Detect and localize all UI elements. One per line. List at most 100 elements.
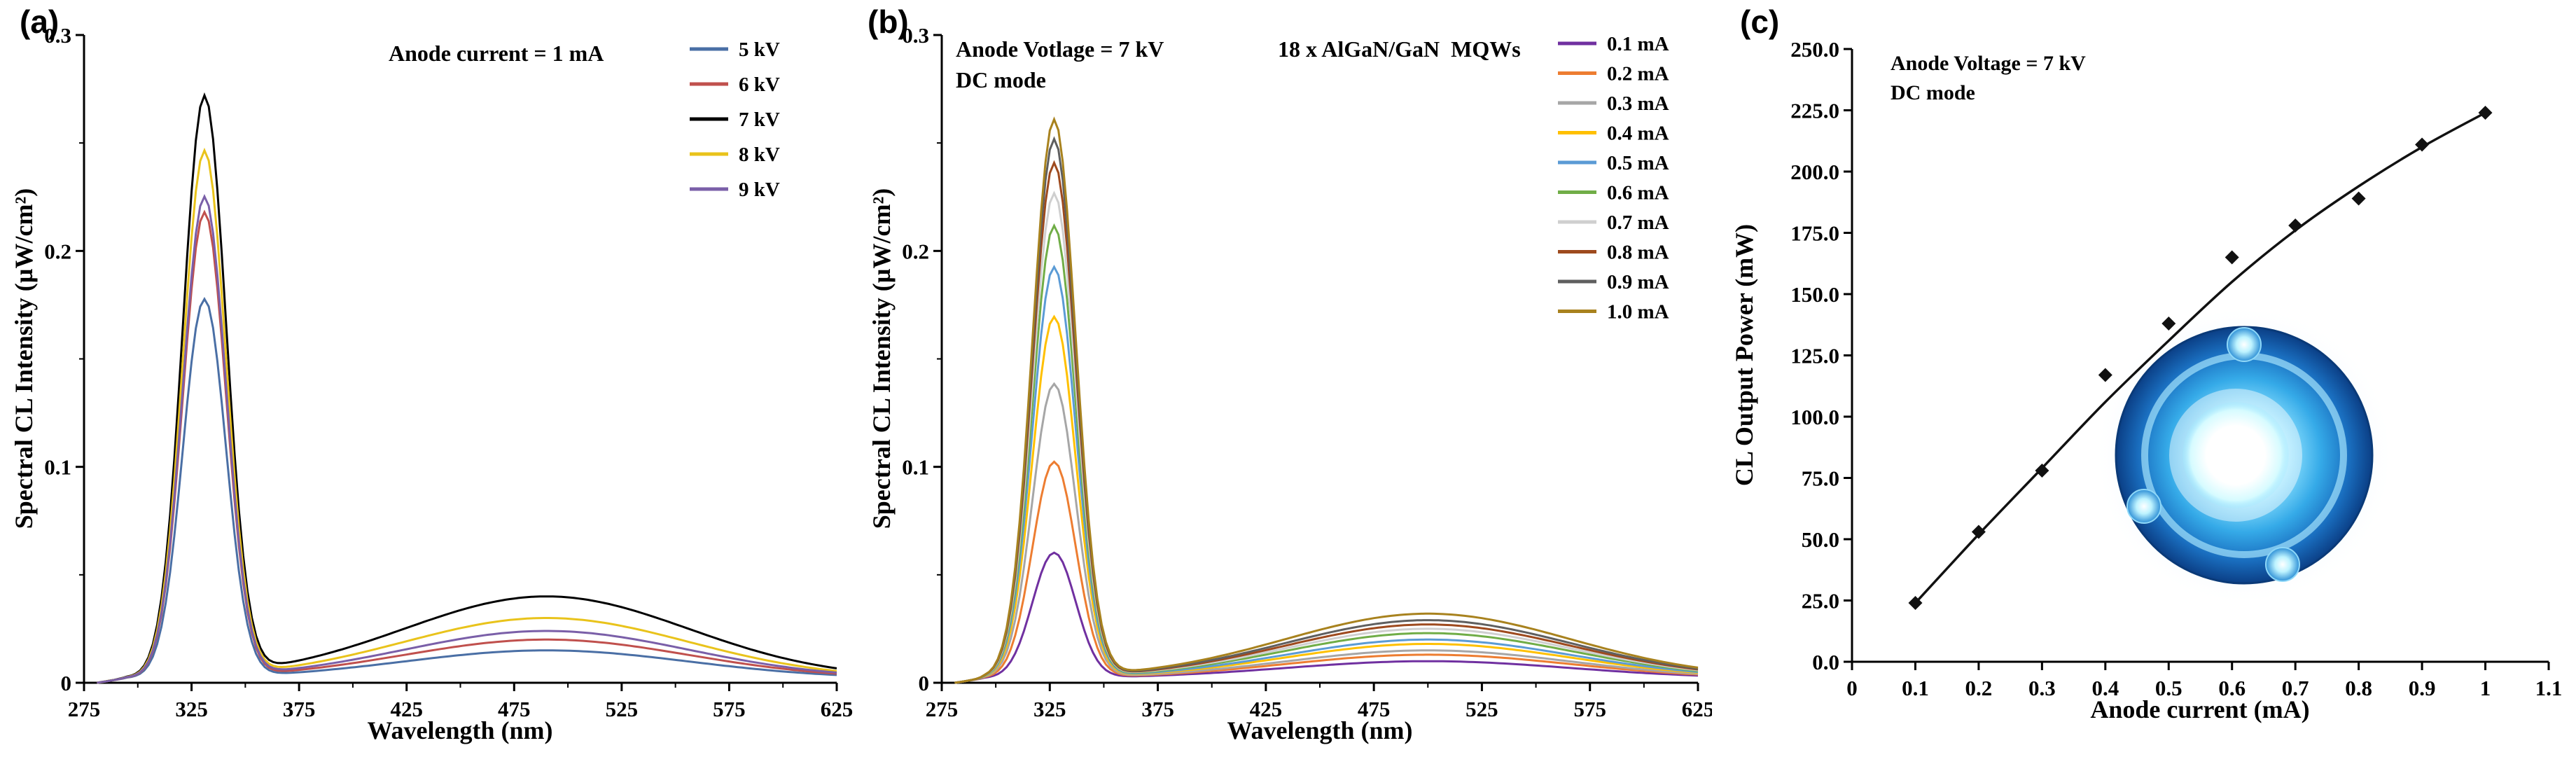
- legend-label: 0.6 mA: [1607, 182, 1669, 204]
- legend-item: 7 kV: [690, 109, 780, 131]
- panel-b: 275 325 375 425 475 525 575 625 0 0.1 0.2 0.3 0.1 mA…: [858, 0, 1712, 757]
- y-tick-label: 0.3: [902, 23, 929, 48]
- x-tick-label: 0.7: [2282, 676, 2309, 700]
- legend-label: 0.2 mA: [1607, 63, 1669, 85]
- legend-label: 0.9 mA: [1607, 271, 1669, 293]
- y-axis-title-a: Spectral CL Intensity (µW/cm²): [10, 188, 38, 529]
- data-point: [2415, 137, 2430, 152]
- series-line-1.0-mA: [954, 116, 1699, 684]
- y-tick-label: 0.2: [902, 239, 929, 263]
- device-photo-inset: [2094, 305, 2395, 606]
- series-line-9-kV: [97, 193, 837, 684]
- data-point: [2351, 191, 2366, 206]
- legend-label: 9 kV: [739, 179, 780, 201]
- legend-label: 8 kV: [739, 144, 780, 166]
- legend-item: 8 kV: [690, 144, 780, 166]
- panel-a: 275 325 375 425 475 525 575 625 0 0.1 0.2 0.3 5 kV 6 …: [0, 0, 858, 757]
- data-point: [1971, 525, 1986, 539]
- legend-item: 0.6 mA: [1558, 182, 1669, 204]
- y-tick-label: 0.0: [1812, 650, 1839, 674]
- legend-label: 6 kV: [739, 74, 780, 96]
- x-tick-label: 0.3: [2028, 676, 2056, 700]
- legend-label: 0.7 mA: [1607, 211, 1669, 234]
- x-tick-label: 0.4: [2091, 676, 2119, 700]
- x-tick-label: 0.2: [1965, 676, 1993, 700]
- panel-label-a: (a): [20, 4, 60, 40]
- x-tick-label: 575: [713, 697, 746, 721]
- x-tick-label: 475: [1358, 697, 1391, 721]
- y-tick-label: 200.0: [1790, 160, 1839, 184]
- legend-item: 1.0 mA: [1558, 301, 1669, 324]
- x-tick-label: 425: [1250, 697, 1283, 721]
- legend-item: 0.3 mA: [1558, 92, 1669, 115]
- y-tick-label: 0.3: [44, 23, 71, 48]
- data-point: [2225, 250, 2239, 265]
- y-tick-label: 0.2: [44, 239, 71, 263]
- y-tick-label: 125.0: [1790, 344, 1839, 368]
- data-point: [1908, 596, 1923, 610]
- series-line-0.5-mA: [954, 264, 1699, 684]
- x-tick-label: 275: [68, 697, 101, 721]
- output-power-chart: 0 0.1 0.2 0.3 0.4 0.5 0.6 0.7 0.8 0.9 1 1.1 0.0 25.0 5…: [1790, 37, 2563, 700]
- data-point: [2098, 368, 2112, 382]
- y-tick-label: 0.1: [44, 455, 71, 480]
- x-tick-label: 325: [175, 697, 208, 721]
- spectra-chart-b: 275 325 375 425 475 525 575 625 0 0.1 0.2 0.3 0.1 mA…: [902, 23, 1712, 721]
- legend-item: 0.2 mA: [1558, 63, 1669, 85]
- x-tick-label: 1.1: [2535, 676, 2563, 700]
- x-tick-label: 0.1: [1902, 676, 1929, 700]
- legend-label: 1.0 mA: [1607, 301, 1669, 324]
- y-tick-label: 0.1: [902, 455, 929, 480]
- x-tick-label: 425: [390, 697, 423, 721]
- x-tick-label: 0.5: [2155, 676, 2182, 700]
- x-tick-label: 525: [606, 697, 639, 721]
- x-tick-label: 1: [2480, 676, 2491, 700]
- x-tick-label: 325: [1033, 697, 1066, 721]
- spectra-chart-a: 275 325 375 425 475 525 575 625 0 0.1 0.2 0.3 5 kV 6 …: [44, 23, 853, 721]
- x-tick-label: 475: [498, 697, 531, 721]
- x-tick-label: 0.9: [2409, 676, 2436, 700]
- annotation-anode-current: Anode current = 1 mA: [389, 41, 604, 66]
- device-bolt-icon: [2126, 489, 2161, 524]
- x-tick-label: 525: [1465, 697, 1498, 721]
- annotation-mqw-structure: 18 x AlGaN/GaN MQWs: [1278, 36, 1521, 62]
- legend-item: 6 kV: [690, 74, 780, 96]
- legend-label: 0.3 mA: [1607, 92, 1669, 115]
- y-tick-label: 150.0: [1790, 282, 1839, 307]
- series-line-0.4-mA: [954, 314, 1699, 684]
- x-tick-label: 0: [1846, 676, 1858, 700]
- x-tick-label: 0.6: [2218, 676, 2246, 700]
- series-line-5-kV: [97, 296, 837, 684]
- x-tick-label: 575: [1573, 697, 1606, 721]
- legend-label: 7 kV: [739, 109, 780, 131]
- y-tick-label: 0: [61, 671, 72, 695]
- data-point: [2161, 317, 2176, 331]
- series-line-0.3-mA: [954, 382, 1699, 684]
- y-tick-label: 0: [919, 671, 930, 695]
- legend-label: 0.1 mA: [1607, 33, 1669, 55]
- legend-item: 0.1 mA: [1558, 33, 1669, 55]
- legend-item: 0.9 mA: [1558, 271, 1669, 293]
- series-line-7-kV: [97, 92, 837, 684]
- annotation-dc-mode-c: DC mode: [1891, 81, 1975, 104]
- y-axis-title-c: CL Output Power (mW): [1730, 223, 1758, 487]
- series-line-8-kV: [97, 147, 837, 684]
- series-line-0.6-mA: [954, 223, 1699, 684]
- annotation-dc-mode: DC mode: [956, 67, 1046, 92]
- y-tick-label: 25.0: [1802, 589, 1839, 613]
- y-axis-title-b: Spectral CL Intensity (µW/cm²): [868, 188, 896, 529]
- panel-label-c: (c): [1740, 4, 1780, 40]
- x-axis-title-b: Wavelength (nm): [1227, 716, 1413, 744]
- x-axis-title-c: Anode current (mA): [2090, 695, 2310, 723]
- y-tick-label: 175.0: [1790, 221, 1839, 246]
- x-axis-title-a: Wavelength (nm): [367, 716, 553, 744]
- x-tick-label: 275: [926, 697, 959, 721]
- panel-c: 0 0.1 0.2 0.3 0.4 0.5 0.6 0.7 0.8 0.9 1 1.1 0.0 25.0 5…: [1712, 0, 2576, 757]
- legend-item: 0.7 mA: [1558, 211, 1669, 234]
- legend-item: 5 kV: [690, 39, 780, 61]
- legend-item: 0.5 mA: [1558, 152, 1669, 174]
- legend-item: 9 kV: [690, 179, 780, 201]
- y-tick-label: 225.0: [1790, 99, 1839, 123]
- device-bolt-icon: [2265, 547, 2300, 582]
